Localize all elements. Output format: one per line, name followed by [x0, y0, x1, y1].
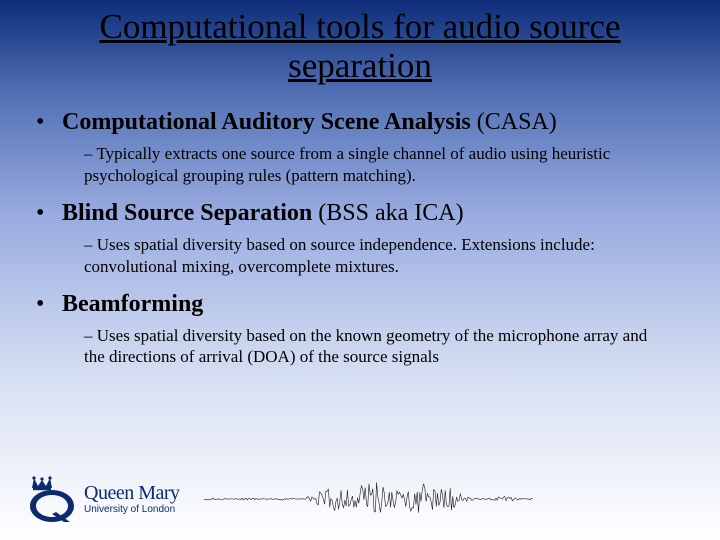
slide-title: Computational tools for audio source sep…: [0, 0, 720, 87]
bullet-item: • Computational Auditory Scene Analysis …: [36, 109, 684, 135]
crown-q-icon: [28, 476, 76, 522]
university-logo: Queen Mary University of London: [28, 476, 180, 522]
logo-sub-text: University of London: [84, 505, 180, 515]
content-area: • Computational Auditory Scene Analysis …: [0, 87, 720, 368]
sub-text: Uses spatial diversity based on source i…: [84, 235, 595, 275]
bullet-sub: – Uses spatial diversity based on the kn…: [84, 325, 684, 368]
bullet-heading: Computational Auditory Scene Analysis (C…: [62, 109, 557, 135]
sub-text: Uses spatial diversity based on the know…: [84, 326, 647, 366]
heading-bold: Blind Source Separation: [62, 200, 312, 226]
bullet-item: • Blind Source Separation (BSS aka ICA): [36, 200, 684, 226]
heading-bold: Beamforming: [62, 291, 203, 317]
bullet-marker: •: [36, 292, 62, 316]
logo-main-text: Queen Mary: [84, 483, 180, 503]
footer: Queen Mary University of London: [28, 476, 534, 522]
bullet-sub: – Uses spatial diversity based on source…: [84, 234, 684, 277]
bullet-sub: – Typically extracts one source from a s…: [84, 143, 684, 186]
sub-text: Typically extracts one source from a sin…: [84, 144, 610, 184]
waveform-icon: [204, 479, 534, 519]
dash-marker: –: [84, 326, 97, 345]
bullet-item: • Beamforming: [36, 291, 684, 317]
bullet-marker: •: [36, 201, 62, 225]
heading-rest: (BSS aka ICA): [312, 200, 463, 226]
bullet-heading: Beamforming: [62, 291, 203, 317]
bullet-heading: Blind Source Separation (BSS aka ICA): [62, 200, 464, 226]
heading-rest: (CASA): [471, 109, 557, 135]
dash-marker: –: [84, 235, 97, 254]
bullet-marker: •: [36, 110, 62, 134]
heading-bold: Computational Auditory Scene Analysis: [62, 109, 471, 135]
logo-text: Queen Mary University of London: [84, 483, 180, 515]
dash-marker: –: [84, 144, 96, 163]
